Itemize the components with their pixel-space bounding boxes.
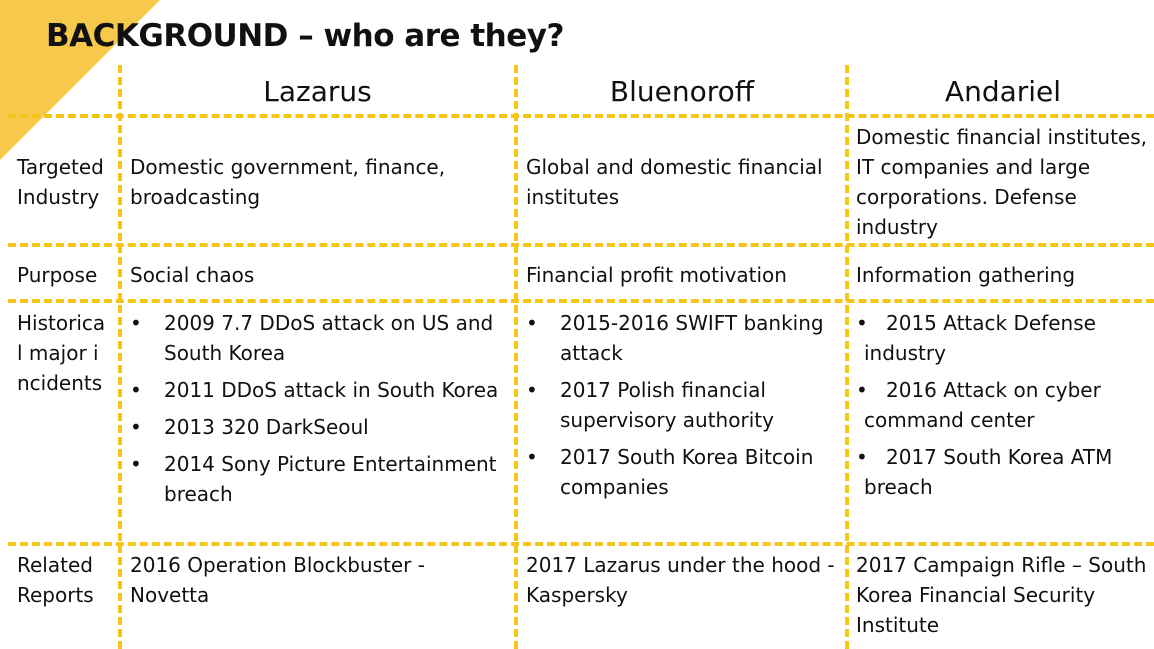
bullet-icon: • (130, 452, 142, 476)
bullet-icon: • (130, 378, 142, 402)
row-label-purpose: Purpose (17, 263, 98, 287)
grid-hline (8, 243, 1154, 247)
bullet-icon: • (526, 378, 538, 402)
list-item: • 2017 South Korea ATM breach (856, 442, 1146, 502)
bullet-icon: • (856, 445, 868, 469)
grid-vline (118, 65, 122, 649)
list-item: • 2016 Attack on cyber command center (856, 375, 1146, 435)
industry-bluenoroff: Global and domestic financial institutes (526, 155, 823, 209)
grid-hline (8, 542, 1154, 546)
list-item: • 2015 Attack Defense industry (856, 308, 1146, 368)
column-header-andariel: Andariel (944, 75, 1062, 108)
list-item: • 2011 DDoS attack in South Korea (130, 375, 510, 405)
corner-decoration (0, 0, 160, 160)
grid-hline (8, 114, 1154, 118)
column-header-bluenoroff: Bluenoroff (609, 75, 755, 108)
row-label-historical-incidents: Historical major incidents (17, 311, 106, 395)
grid-vline (845, 65, 849, 649)
list-item: • 2013 320 DarkSeoul (130, 412, 510, 442)
bullet-icon: • (526, 311, 538, 335)
bullet-icon: • (130, 415, 142, 439)
bullet-icon: • (856, 378, 868, 402)
row-label-targeted-industry: Targeted Industry (17, 155, 104, 209)
incidents-andariel: • 2015 Attack Defense industry • 2016 Atta… (856, 308, 1146, 509)
slide-title: BACKGROUND – who are they? (46, 18, 564, 54)
incidents-lazarus: • 2009 7.7 DDoS attack on US and South Ko… (130, 308, 510, 516)
industry-lazarus: Domestic government, finance, broadcasti… (130, 155, 446, 209)
grid-vline (514, 65, 518, 649)
report-bluenoroff: 2017 Lazarus under the hood - Kaspersky (526, 553, 835, 607)
incidents-bluenoroff: • 2015-2016 SWIFT banking attack • 2017 Po… (526, 308, 836, 509)
list-item: • 2015-2016 SWIFT banking attack (526, 308, 836, 368)
bullet-icon: • (130, 311, 142, 335)
grid-hline (8, 299, 1154, 303)
report-andariel: 2017 Campaign Rifle – South Korea Financ… (856, 553, 1147, 637)
report-lazarus: 2016 Operation Blockbuster - Novetta (130, 553, 425, 607)
row-label-related-reports: Related Reports (17, 553, 94, 607)
list-item: • 2017 Polish financial supervisory autho… (526, 375, 836, 435)
industry-andariel: Domestic financial institutes, IT compan… (856, 125, 1148, 239)
list-item: • 2009 7.7 DDoS attack on US and South Ko… (130, 308, 510, 368)
purpose-lazarus: Social chaos (130, 263, 255, 287)
list-item: • 2014 Sony Picture Entertainment breach (130, 449, 510, 509)
bullet-icon: • (856, 311, 868, 335)
purpose-bluenoroff: Financial profit motivation (526, 263, 787, 287)
list-item: • 2017 South Korea Bitcoin companies (526, 442, 836, 502)
bullet-icon: • (526, 445, 538, 469)
column-header-lazarus: Lazarus (263, 75, 372, 108)
purpose-andariel: Information gathering (856, 263, 1076, 287)
